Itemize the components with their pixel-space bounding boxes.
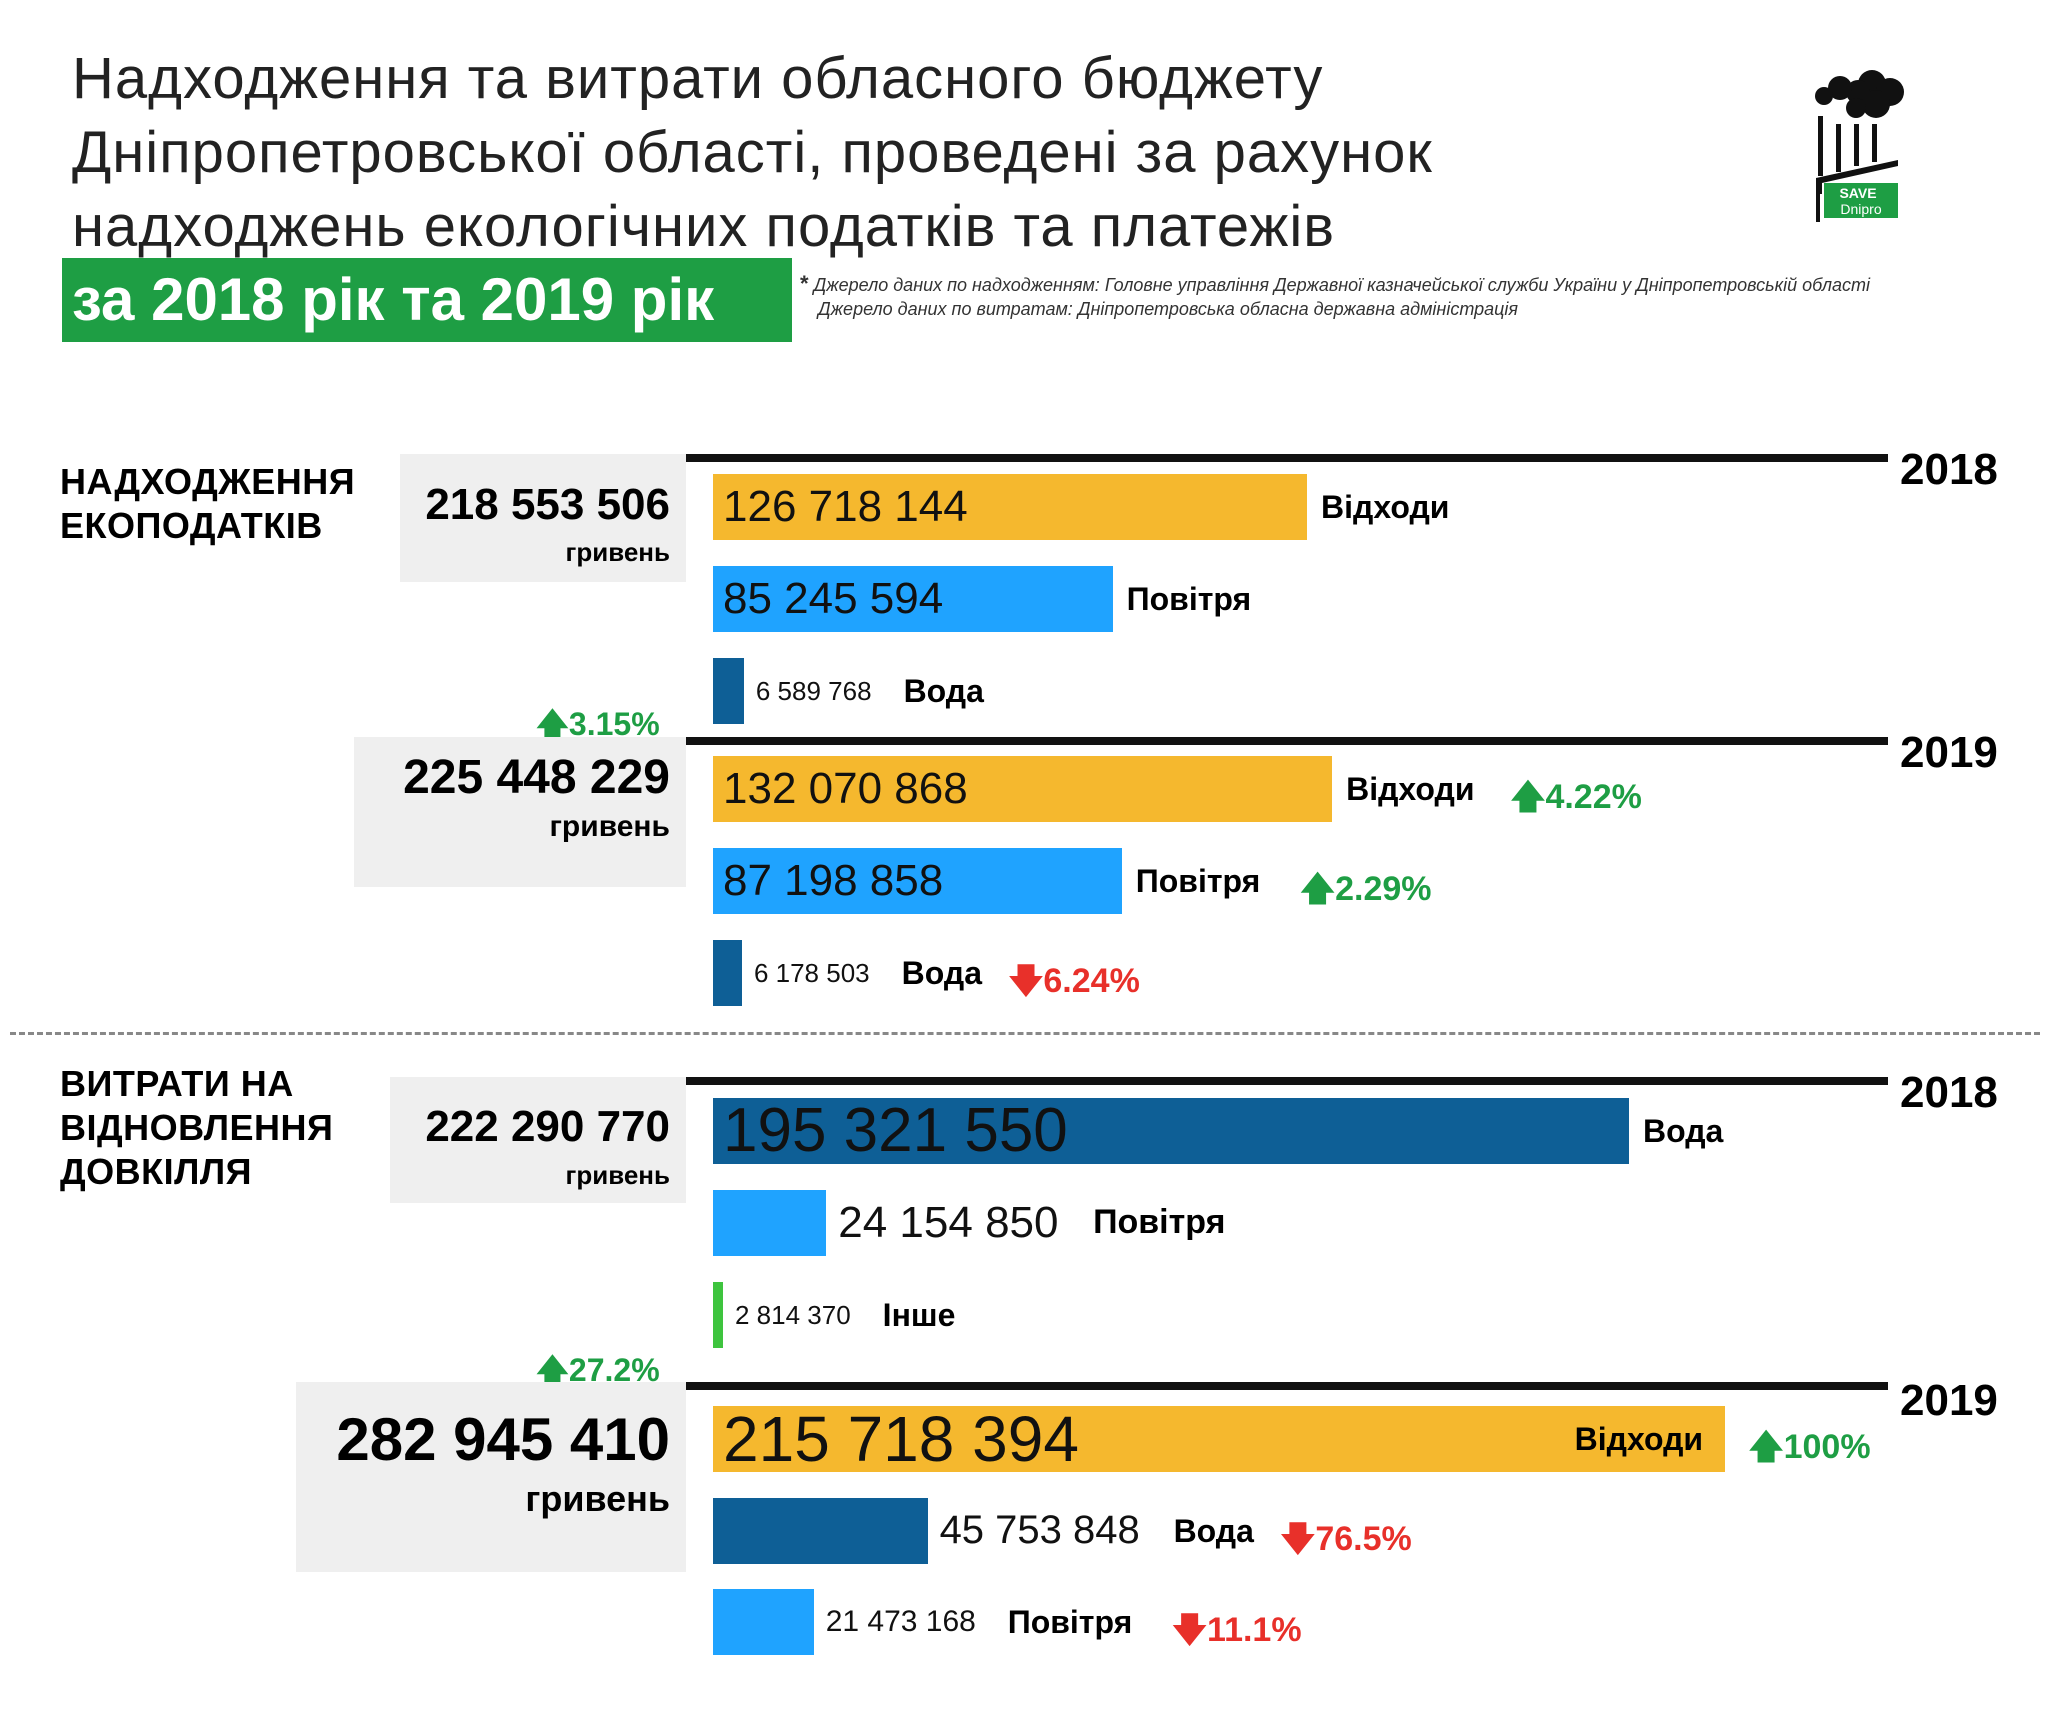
total-unit: гривень <box>549 810 670 843</box>
total-unit: гривень <box>525 1478 670 1519</box>
bar-value-label: 24 154 850 <box>838 1197 1059 1247</box>
bar-вода <box>713 658 744 724</box>
bar-вода <box>713 940 742 1006</box>
source-income: Джерело даних по надходженням: Головне у… <box>813 275 1871 295</box>
bar-value-label: 45 753 848 <box>939 1508 1140 1552</box>
total-unit: гривень <box>565 537 670 567</box>
divider-2019-expenses <box>670 1382 1888 1390</box>
total-value: 282 945 410 <box>336 1406 670 1473</box>
bar-відходи <box>713 474 1307 540</box>
arrow-up-icon: 🡅 <box>536 706 569 742</box>
divider-2019-income <box>670 737 1888 745</box>
section-label-expenses-line1: ВИТРАТИ НА <box>60 1063 294 1104</box>
bar-value-label: 87 198 858 <box>723 855 944 905</box>
arrow-down-icon: 🡇 <box>1280 1520 1316 1558</box>
change-badge: 🡅100% <box>1748 1428 1871 1466</box>
year-label: 2019 <box>1900 728 1998 777</box>
total-box <box>296 1382 686 1572</box>
logo-text-save: SAVE <box>1839 185 1876 201</box>
bar-повітря <box>713 1589 814 1655</box>
change-badge: 🡇6.24% <box>1008 962 1140 1000</box>
save-dnipro-logo: SAVE Dnipro <box>1815 70 1904 222</box>
section-label-income-line2: ЕКОПОДАТКІВ <box>60 505 323 546</box>
total-value: 225 448 229 <box>403 751 670 804</box>
bar-category-label: Повітря <box>1126 580 1252 617</box>
year-label: 2019 <box>1900 1376 1998 1425</box>
bar-повітря <box>713 566 1113 632</box>
subtitle-background <box>62 258 792 342</box>
change-badge: 🡇76.5% <box>1280 1520 1412 1558</box>
title-line-1: Надходження та витрати обласного бюджету <box>72 46 1324 111</box>
divider-2018-income <box>670 454 1888 462</box>
title-line-3: надходжень екологічних податків та плате… <box>72 194 1336 259</box>
total-value: 222 290 770 <box>425 1102 670 1151</box>
bar-category-label: Вода <box>903 672 984 709</box>
bar-value-label: 6 178 503 <box>753 958 870 989</box>
bar-вода <box>713 1098 1629 1164</box>
bar-value-label: 215 718 394 <box>723 1403 1079 1476</box>
logo-text-dnipro: Dnipro <box>1840 201 1881 217</box>
total-box <box>400 454 686 582</box>
section-label-income-line1: НАДХОДЖЕННЯ <box>60 461 356 502</box>
section-label-income: НАДХОДЖЕННЯ ЕКОПОДАТКІВ <box>60 460 355 548</box>
year-label: 2018 <box>1900 445 1998 494</box>
total-change: 🡅3.15% <box>536 706 660 742</box>
arrow-down-icon: 🡇 <box>1008 962 1044 1000</box>
bar-category-label: Вода <box>1173 1512 1254 1549</box>
bar-value-label: 126 718 144 <box>723 481 968 531</box>
section-label-expenses: ВИТРАТИ НА ВІДНОВЛЕННЯ ДОВКІЛЛЯ <box>60 1062 333 1194</box>
year-label: 2018 <box>1900 1068 1998 1117</box>
bar-category-label: Відходи <box>1574 1420 1704 1457</box>
bar-category-label: Повітря <box>1007 1603 1133 1640</box>
bar-category-label: Повітря <box>1135 862 1261 899</box>
arrow-up-icon: 🡅 <box>1510 778 1546 816</box>
subtitle: за 2018 рік та 2019 рік <box>72 266 715 333</box>
bar-category-label: Повітря <box>1093 1203 1226 1242</box>
title-line-2: Дніпропетровської області, проведені за … <box>72 120 1433 185</box>
bar-інше <box>713 1282 723 1348</box>
bar-відходи <box>713 1406 1725 1472</box>
bar-повітря <box>713 848 1122 914</box>
section-label-expenses-line3: ДОВКІЛЛЯ <box>60 1151 253 1192</box>
bar-category-label: Вода <box>901 954 982 991</box>
bar-відходи <box>713 756 1333 822</box>
bar-value-label: 6 589 768 <box>755 676 872 707</box>
bar-category-label: Інше <box>882 1296 956 1333</box>
arrow-up-icon: 🡅 <box>1300 870 1336 908</box>
bar-value-label: 85 245 594 <box>723 573 944 623</box>
total-unit: гривень <box>565 1160 670 1190</box>
divider-2018-expenses <box>670 1077 1888 1085</box>
bar-category-label: Відходи <box>1321 488 1450 525</box>
total-box <box>354 737 686 887</box>
change-badge: 🡅2.29% <box>1300 870 1432 908</box>
page-title: Надходження та витрати обласного бюджету… <box>72 42 1752 264</box>
bar-category-label: Відходи <box>1346 770 1475 807</box>
footnote-star: * <box>800 271 809 296</box>
bar-category-label: Вода <box>1643 1112 1724 1149</box>
total-value: 218 553 506 <box>425 480 670 529</box>
bar-повітря <box>713 1190 827 1256</box>
source-expenses: Джерело даних по витратам: Дніпропетровс… <box>818 299 1519 319</box>
bar-value-label: 21 473 168 <box>825 1604 976 1638</box>
section-label-expenses-line2: ВІДНОВЛЕННЯ <box>60 1107 334 1148</box>
bar-вода <box>713 1498 928 1564</box>
bar-value-label: 195 321 550 <box>723 1096 1068 1166</box>
change-badge: 🡅4.22% <box>1510 778 1642 816</box>
section-separator <box>10 1032 2040 1035</box>
data-sources: * Джерело даних по надходженням: Головне… <box>800 272 1870 321</box>
bar-value-label: 2 814 370 <box>735 1300 851 1331</box>
total-box <box>390 1077 686 1203</box>
bar-value-label: 132 070 868 <box>723 763 968 813</box>
change-badge: 🡇11.1% <box>1172 1611 1302 1649</box>
arrow-down-icon: 🡇 <box>1172 1611 1208 1649</box>
arrow-up-icon: 🡅 <box>1748 1428 1784 1466</box>
